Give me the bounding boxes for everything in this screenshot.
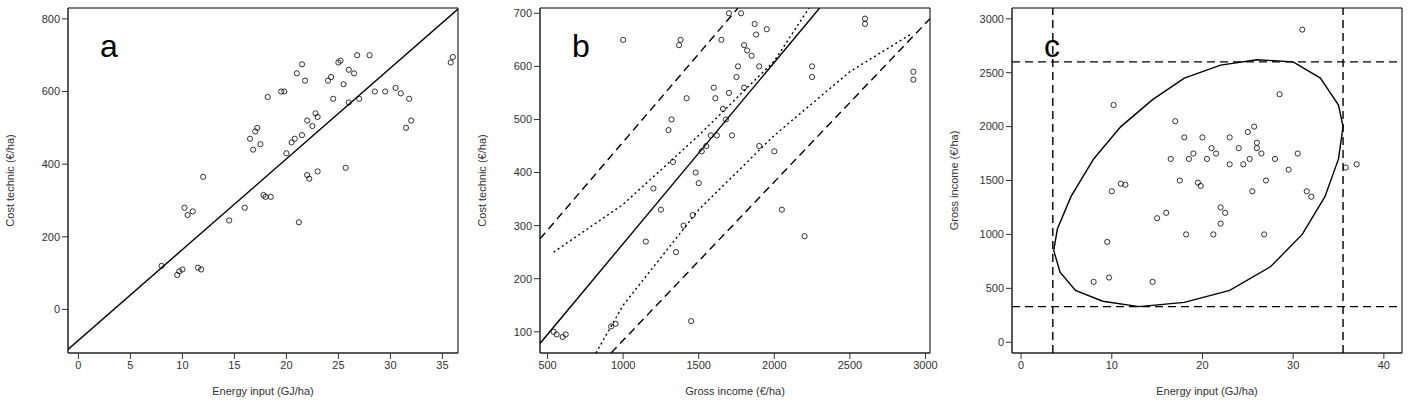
svg-text:400: 400 bbox=[42, 158, 60, 170]
svg-text:10: 10 bbox=[1106, 359, 1118, 371]
svg-text:1500: 1500 bbox=[686, 359, 710, 371]
svg-text:30: 30 bbox=[1287, 359, 1299, 371]
svg-text:15: 15 bbox=[228, 359, 240, 371]
svg-text:Cost technic (€/ha): Cost technic (€/ha) bbox=[8, 134, 16, 226]
svg-text:500: 500 bbox=[514, 113, 532, 125]
svg-text:Cost technic (€/ha): Cost technic (€/ha) bbox=[476, 134, 488, 226]
svg-text:1500: 1500 bbox=[980, 174, 1004, 186]
svg-text:30: 30 bbox=[384, 359, 396, 371]
svg-text:Energy input (GJ/ha): Energy input (GJ/ha) bbox=[212, 385, 314, 397]
svg-text:0: 0 bbox=[75, 359, 81, 371]
svg-text:5: 5 bbox=[127, 359, 133, 371]
svg-text:500: 500 bbox=[538, 359, 556, 371]
svg-text:25: 25 bbox=[332, 359, 344, 371]
svg-text:600: 600 bbox=[514, 60, 532, 72]
html-text:a: a bbox=[100, 28, 118, 64]
svg-text:600: 600 bbox=[42, 85, 60, 97]
svg-text:2000: 2000 bbox=[980, 120, 1004, 132]
svg-text:3000: 3000 bbox=[913, 359, 937, 371]
html-text:c: c bbox=[1044, 28, 1060, 64]
svg-text:1000: 1000 bbox=[980, 228, 1004, 240]
svg-text:700: 700 bbox=[514, 7, 532, 19]
svg-text:20: 20 bbox=[280, 359, 292, 371]
svg-text:Energy input (GJ/ha): Energy input (GJ/ha) bbox=[1156, 385, 1258, 397]
svg-text:40: 40 bbox=[1378, 359, 1390, 371]
svg-text:0: 0 bbox=[1018, 359, 1024, 371]
svg-text:10: 10 bbox=[176, 359, 188, 371]
svg-text:300: 300 bbox=[514, 220, 532, 232]
svg-text:200: 200 bbox=[42, 231, 60, 243]
svg-text:Gross income (€/ha): Gross income (€/ha) bbox=[685, 385, 785, 397]
svg-text:200: 200 bbox=[514, 273, 532, 285]
html-text:b: b bbox=[572, 28, 590, 64]
svg-text:0: 0 bbox=[54, 303, 60, 315]
svg-text:2000: 2000 bbox=[762, 359, 786, 371]
svg-text:500: 500 bbox=[986, 282, 1004, 294]
svg-text:100: 100 bbox=[514, 326, 532, 338]
svg-text:Gross income (€/ha): Gross income (€/ha) bbox=[948, 131, 960, 231]
svg-text:35: 35 bbox=[436, 359, 448, 371]
svg-text:3000: 3000 bbox=[980, 13, 1004, 25]
svg-text:800: 800 bbox=[42, 13, 60, 25]
svg-text:2500: 2500 bbox=[838, 359, 862, 371]
svg-text:0: 0 bbox=[998, 336, 1004, 348]
svg-text:400: 400 bbox=[514, 166, 532, 178]
svg-text:2500: 2500 bbox=[980, 67, 1004, 79]
svg-text:1000: 1000 bbox=[611, 359, 635, 371]
svg-text:20: 20 bbox=[1196, 359, 1208, 371]
